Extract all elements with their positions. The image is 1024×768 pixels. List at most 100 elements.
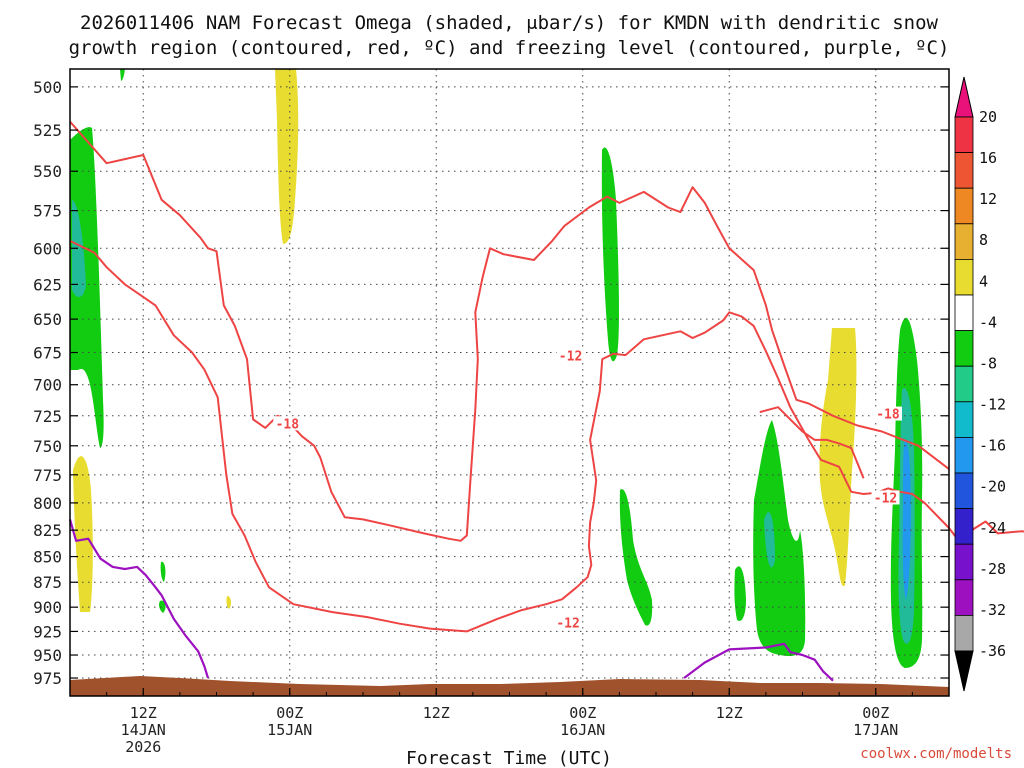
omega-blob-green-mid2: [619, 489, 653, 626]
y-tick-label: 950: [33, 646, 62, 665]
omega-blob-green-small2: [159, 600, 166, 613]
omega-blob-green-left: [70, 127, 104, 449]
freezing-level-line: [68, 519, 210, 679]
y-tick-label: 975: [33, 669, 62, 688]
omega-blob-yellow-right: [819, 328, 857, 587]
colorbar-segment: [954, 152, 974, 189]
colorbar-segment: [954, 330, 974, 367]
y-tick-label: 925: [33, 622, 62, 641]
colorbar-label: 4: [979, 272, 988, 290]
y-tick-label: 825: [33, 521, 62, 540]
colorbar-label: 12: [979, 190, 997, 208]
y-tick-label: 700: [33, 376, 62, 395]
colorbar-segment: [954, 258, 974, 296]
plot-background: [70, 69, 949, 696]
omega-blob-yellow-small: [226, 596, 232, 609]
colorbar-label: -36: [979, 642, 1006, 660]
y-tick-label: 650: [33, 310, 62, 329]
colorbar-segment: [954, 223, 974, 260]
colorbar-top-arrow: [954, 76, 974, 118]
dendritic-contour-line: [69, 120, 950, 542]
y-tick-label: 575: [33, 202, 62, 221]
omega-blob-green-right2: [753, 420, 806, 657]
colorbar-segment: [954, 472, 974, 509]
chart-title-line1: 2026011406 NAM Forecast Omega (shaded, μ…: [80, 12, 938, 34]
contour-label: -12: [556, 617, 579, 632]
x-tick-label: 00Z: [862, 704, 889, 722]
dendritic-growth-contours: [69, 120, 1024, 633]
colorbar-label: -4: [979, 313, 997, 331]
x-tick-label: 12Z: [130, 704, 157, 722]
y-tick-label: 725: [33, 407, 62, 426]
contour-label: -18: [876, 408, 900, 423]
contour-label: -12: [874, 491, 897, 506]
y-tick-label: 500: [33, 78, 62, 97]
y-tick-label: 800: [33, 494, 62, 513]
grid-lines: [70, 69, 949, 696]
contour-label-bg: [873, 406, 902, 421]
contour-label-bg: [554, 615, 583, 630]
plot-area: -18 -12 -12 -18 -12: [68, 68, 1024, 697]
colorbar-label: -24: [979, 519, 1006, 537]
y-tick-label: 525: [33, 121, 62, 140]
colorbar-label: -28: [979, 560, 1006, 578]
y-axis: 500 525 550 575 600 625 650 675 700 725 750 775 800 8…: [33, 78, 949, 688]
y-tick-label: 675: [33, 344, 62, 363]
y-tick-label: 550: [33, 162, 62, 181]
colorbar-segment: [954, 579, 974, 616]
colorbar-segment: [954, 543, 974, 581]
y-tick-label: 600: [33, 239, 62, 258]
omega-blob-cyan-right2: [764, 512, 775, 568]
x-tick-label: 12Z: [716, 704, 743, 722]
freezing-level-contours: [68, 519, 834, 682]
colorbar-segment: [954, 615, 974, 652]
colorbar-segment: [954, 294, 974, 331]
x-tick-label: 00Z: [569, 704, 596, 722]
contour-labels: -18 -12 -12 -18 -12: [273, 348, 902, 632]
freezing-level-line: [683, 642, 834, 682]
y-tick-label: 850: [33, 548, 62, 567]
omega-blob-blue-far-right: [902, 440, 911, 600]
x-tick-label: 14JAN: [121, 721, 166, 739]
x-tick-label: 16JAN: [560, 721, 605, 739]
colorbar-segment: [954, 436, 974, 474]
x-tick-label: 00Z: [276, 704, 303, 722]
x-axis-title: Forecast Time (UTC): [406, 748, 612, 768]
colorbar-segment: [954, 365, 974, 403]
colorbar-label: -16: [979, 437, 1006, 455]
omega-blob-cyan-left: [72, 200, 86, 297]
x-tick-label: 17JAN: [853, 721, 898, 739]
y-tick-label: 900: [33, 598, 62, 617]
x-tick-label: 15JAN: [267, 721, 312, 739]
contour-label: -18: [276, 417, 300, 432]
y-tick-label: 875: [33, 573, 62, 592]
contour-label-bg: [556, 348, 585, 363]
omega-blob-green-top: [120, 69, 125, 81]
colorbar-segment: [954, 187, 974, 225]
colorbar-label: 16: [979, 149, 997, 167]
colorbar-segment: [954, 508, 974, 545]
chart-title-line2: growth region (contoured, red, ºC) and f…: [69, 37, 950, 59]
dendritic-contour-line: [759, 406, 865, 479]
y-tick-label: 775: [33, 466, 62, 485]
contour-label-bg: [871, 490, 900, 505]
dendritic-contour-line: [69, 239, 1024, 633]
x-tick-label: 12Z: [423, 704, 450, 722]
contour-label-bg: [273, 416, 302, 431]
omega-blob-yellow-top: [275, 69, 299, 244]
colorbar-segment: [954, 401, 974, 438]
colorbar-label: 8: [979, 231, 988, 249]
colorbar-label: -8: [979, 354, 997, 372]
credit-text: coolwx.com/modelts: [860, 746, 1012, 762]
colorbar-label: -12: [979, 396, 1006, 414]
omega-colorbar: 20 16 12 8 4 -4 -8 -12 -16 -20 -24 -28 -32 -36: [954, 76, 1006, 692]
y-tick-label: 625: [33, 275, 62, 294]
x-tick-label: 2026: [125, 738, 161, 756]
omega-blob-green-small1: [160, 561, 166, 582]
colorbar-segment: [954, 116, 974, 153]
colorbar-label: -20: [979, 478, 1006, 496]
colorbar-bottom-arrow: [954, 650, 974, 692]
contour-label: -12: [559, 349, 582, 364]
